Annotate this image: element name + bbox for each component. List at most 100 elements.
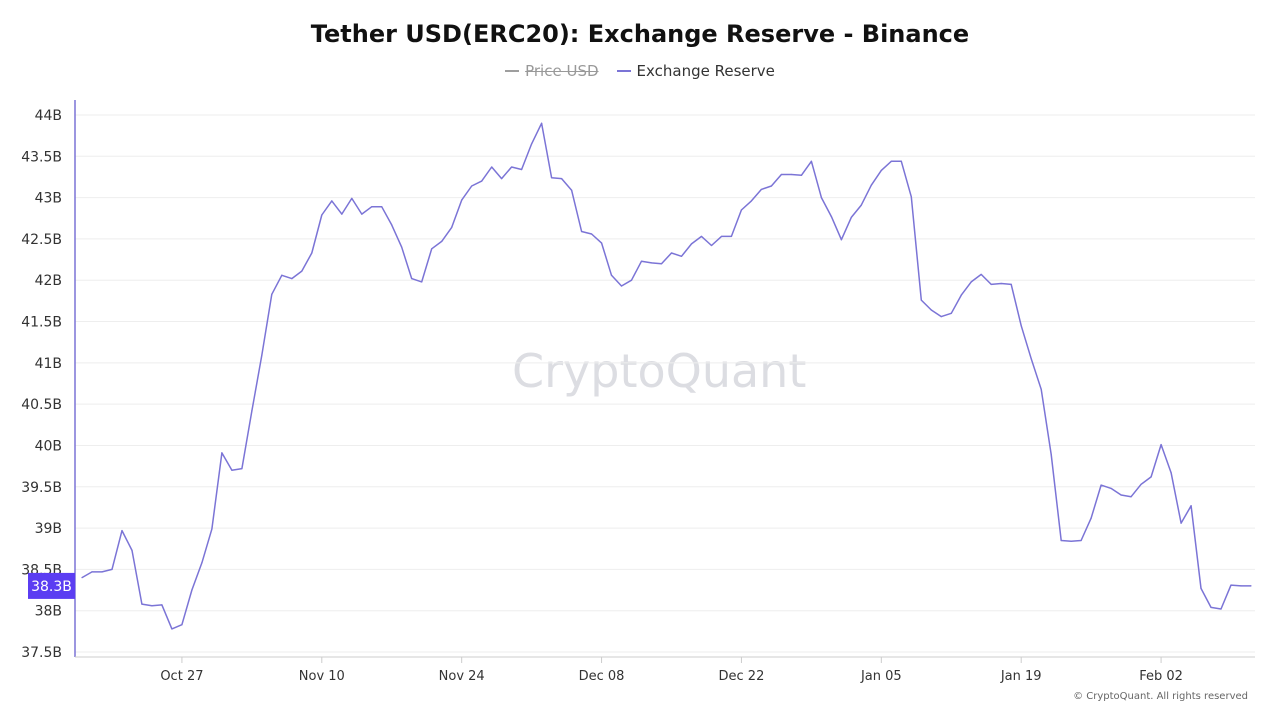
data-point [371,206,373,208]
legend-item-price-usd[interactable]: Price USD [505,62,599,80]
data-point [381,206,383,208]
data-point [700,235,703,238]
data-point [401,246,403,248]
y-tick-label: 40.5B [21,397,62,413]
data-point [550,177,553,179]
data-point [710,244,713,247]
data-point [960,294,962,296]
data-point [660,263,663,265]
data-point [1160,444,1162,446]
x-tick-label: Feb 02 [1139,669,1183,684]
data-point [1030,358,1032,360]
data-point [331,200,333,202]
x-tick-label: Dec 08 [579,669,625,684]
y-tick-label: 37.5B [21,645,62,661]
data-point [800,174,802,176]
data-point [1120,494,1122,496]
data-point [910,196,912,198]
data-point [281,274,283,276]
x-tick-label: Jan 19 [1000,669,1042,684]
data-point [790,173,792,176]
data-point [1130,496,1132,498]
data-point [670,252,673,254]
data-point [301,270,303,272]
data-point [1240,585,1242,587]
data-point [1180,522,1182,524]
data-point [151,605,153,607]
x-tick-label: Oct 27 [160,669,203,684]
data-point [271,293,273,295]
data-point [311,252,313,254]
data-point [680,255,683,257]
data-point [201,562,203,564]
chart-title: Tether USD(ERC20): Exchange Reserve - Bi… [310,20,970,48]
data-point [840,239,842,241]
series-line-exchange-reserve[interactable] [81,122,1251,630]
y-tick-label: 40B [35,438,62,454]
data-point [441,240,443,243]
data-point [830,216,832,218]
data-point [141,603,143,605]
data-point [620,285,623,287]
data-point [91,571,93,573]
data-point [101,571,103,573]
data-point [501,178,503,180]
data-point [1090,517,1092,519]
data-point [351,197,353,200]
legend-label-exchange-reserve: Exchange Reserve [636,62,775,80]
data-point [930,309,932,311]
data-point [211,528,213,530]
data-point [740,209,743,211]
legend-item-exchange-reserve[interactable]: Exchange Reserve [616,62,775,80]
data-point [1150,476,1152,478]
data-point [511,166,513,168]
data-point [600,242,603,244]
x-tick-label: Nov 10 [299,669,345,684]
data-point [920,299,922,301]
legend-swatch-exchange-reserve [616,70,631,72]
data-point [341,213,343,215]
y-tick-label: 44B [35,108,62,124]
data-point [531,143,533,145]
data-point [580,230,583,233]
data-point [860,204,862,206]
y-tick-label: 39B [35,521,62,537]
cursor-value-label: 38.3B [31,579,72,595]
data-point [950,312,952,314]
data-point [231,469,233,471]
data-point [1110,487,1112,490]
data-point [121,529,123,532]
data-point [1000,282,1002,285]
data-point [570,189,573,191]
data-point [471,185,473,187]
data-point [590,233,593,235]
data-point [1060,539,1062,542]
data-point [940,315,942,318]
data-point [690,243,693,245]
data-point [481,180,483,182]
data-point [251,410,253,412]
data-point [171,628,173,630]
data-point [411,277,413,280]
data-point [980,273,982,276]
data-point [760,188,763,190]
data-point [880,169,882,171]
data-point [1070,540,1072,542]
data-point [820,197,822,199]
data-point [241,467,243,470]
data-point [560,178,563,180]
data-point [890,160,892,162]
data-point [541,122,543,124]
data-point [780,173,783,176]
data-point [111,568,113,570]
data-point [640,260,643,262]
legend-label-price-usd: Price USD [525,62,599,80]
y-tick-label: 41B [35,356,62,372]
data-point [1050,453,1052,456]
data-point [1020,325,1022,327]
y-tick-label: 38B [35,604,62,620]
data-point [720,235,723,238]
copyright-text: © CryptoQuant. All rights reserved [1073,691,1248,702]
data-point [1170,472,1172,474]
